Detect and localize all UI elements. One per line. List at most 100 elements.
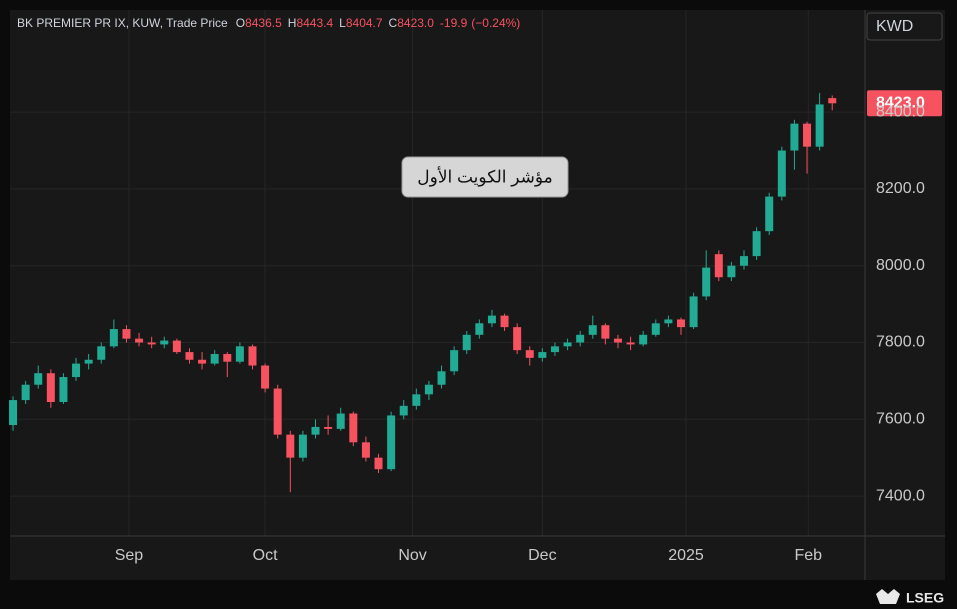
x-tick-label: 2025: [668, 547, 704, 564]
candle-body: [135, 338, 144, 343]
candle-body: [324, 426, 333, 429]
footer-logo: LSEG: [876, 589, 944, 606]
y-tick-label: 8000.0: [876, 257, 925, 274]
candle-body: [412, 394, 421, 406]
candle-body: [588, 325, 597, 335]
candle-body: [374, 457, 383, 470]
y-tick-label: 8200.0: [876, 180, 925, 197]
h-value: 8443.4: [296, 16, 333, 30]
y-tick-label: 7600.0: [876, 411, 925, 428]
candle-body: [626, 342, 635, 345]
candle-body: [34, 373, 43, 385]
candle-body: [450, 350, 459, 372]
l-value: 8404.7: [346, 16, 383, 30]
candle-body: [210, 354, 219, 364]
candle-body: [261, 365, 270, 389]
candle-body: [803, 123, 812, 147]
candle-body: [752, 231, 761, 257]
candle-body: [550, 346, 559, 353]
candle-body: [424, 384, 433, 395]
x-tick-label: Oct: [253, 547, 278, 564]
candle-body: [601, 325, 610, 339]
candle-body: [160, 340, 169, 345]
symbol: BK PREMIER PR IX, KUW, Trade Price: [17, 16, 228, 30]
candle-body: [109, 329, 118, 347]
candle-body: [235, 346, 244, 362]
c-label: C: [389, 16, 398, 30]
y-tick-label: 8400.0: [876, 103, 925, 120]
candle-body: [676, 319, 685, 328]
h-label: H: [288, 16, 297, 30]
candle-body: [147, 342, 156, 345]
o-value: 8436.5: [245, 16, 282, 30]
candle-body: [513, 327, 522, 351]
candle-body: [59, 377, 68, 403]
candle-body: [97, 346, 106, 360]
candle-body: [311, 426, 320, 435]
candle-body: [525, 350, 534, 358]
annotation-box: [401, 156, 569, 198]
x-tick-label: Dec: [528, 547, 556, 564]
candle-body: [336, 413, 345, 429]
candle-body: [714, 254, 723, 278]
candle-body: [639, 334, 648, 345]
candle-body: [475, 323, 484, 335]
candle-body: [664, 319, 673, 324]
candle-body: [437, 371, 446, 385]
candle-body: [9, 400, 18, 426]
candle-body: [790, 123, 799, 151]
x-tick-label: Feb: [794, 547, 822, 564]
plot-panel: [10, 10, 945, 580]
candle-body: [613, 338, 622, 343]
change-pct: (−0.24%): [471, 16, 520, 30]
candle-body: [538, 352, 547, 358]
candle-body: [286, 434, 295, 458]
candle-body: [727, 265, 736, 278]
candle-body: [298, 434, 307, 458]
candle-body: [223, 354, 232, 362]
candle-body: [689, 296, 698, 328]
candle-body: [765, 196, 774, 232]
logo-icon: [876, 589, 900, 604]
c-value: 8423.0: [397, 16, 434, 30]
candle-body: [185, 352, 194, 360]
candle-body: [815, 104, 824, 147]
candle-body: [72, 363, 81, 378]
candle-body: [462, 334, 471, 351]
candle-body: [122, 329, 131, 339]
candle-body: [500, 315, 509, 328]
candle-body: [21, 384, 30, 401]
candle-body: [198, 359, 207, 364]
currency[interactable]: KWD: [876, 18, 913, 35]
last-price-label: 8423.0: [876, 95, 925, 112]
candle-body: [387, 415, 396, 470]
candle-body: [172, 340, 181, 353]
candle-body: [361, 442, 370, 458]
y-tick-label: 7800.0: [876, 334, 925, 351]
candle-body: [651, 323, 660, 335]
candle-body: [702, 267, 711, 297]
o-label: O: [236, 16, 245, 30]
candle-body: [248, 346, 257, 366]
watermark: LSEG: [906, 590, 944, 606]
candle-body: [576, 334, 585, 343]
candle-body: [740, 256, 749, 266]
x-tick-label: Nov: [398, 547, 426, 564]
candle-body: [46, 373, 55, 403]
legend-header: BK PREMIER PR IX, KUW, Trade Price O8436.…: [17, 16, 520, 30]
candle-body: [399, 405, 408, 416]
x-tick-label: Sep: [115, 547, 144, 564]
last-price-tag: [867, 90, 942, 117]
candle-body: [84, 359, 93, 364]
candle-body: [349, 413, 358, 443]
change: -19.9: [440, 16, 468, 30]
candle-body: [563, 342, 572, 347]
l-label: L: [339, 16, 346, 30]
candle-body: [487, 315, 496, 324]
currency-box[interactable]: [866, 12, 943, 41]
y-tick-label: 7400.0: [876, 487, 925, 504]
annotation: مؤشر الكويت الأول: [417, 166, 552, 187]
candle-body: [828, 98, 837, 104]
candle-body: [777, 150, 786, 197]
